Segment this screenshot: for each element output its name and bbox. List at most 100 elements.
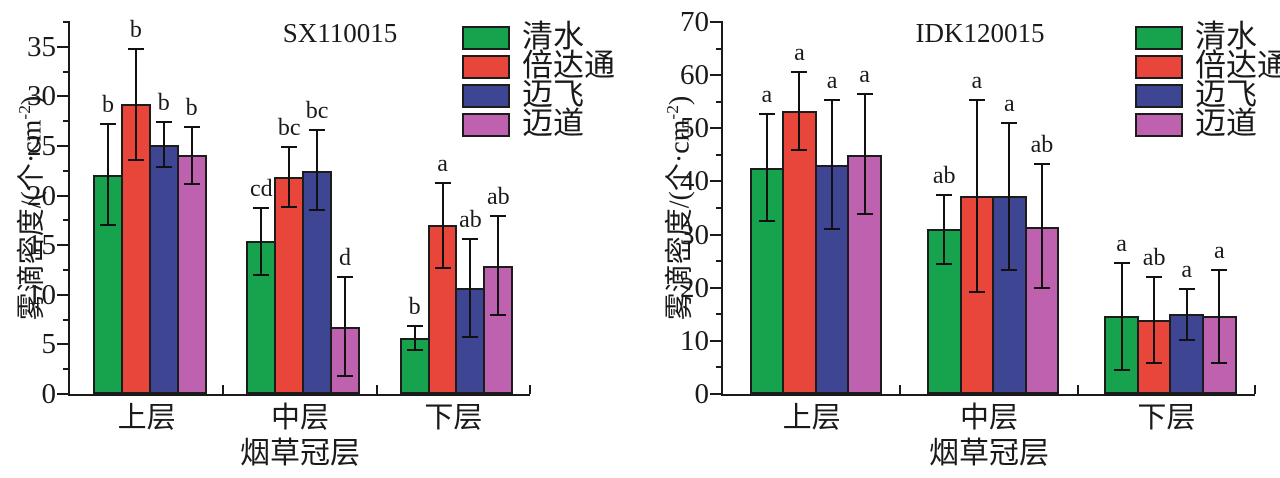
legend-swatch-倍达通: [462, 55, 510, 79]
error-bar-line: [134, 48, 137, 160]
legend-label-清水: 清水: [522, 19, 584, 54]
y-major-tick: [710, 339, 723, 342]
error-bar-cap-bottom: [183, 182, 200, 185]
legend-label-倍达通: 倍达通: [522, 48, 615, 83]
legend-label-迈道: 迈道: [522, 106, 584, 141]
y-minor-tick: [716, 313, 723, 316]
y-major-tick: [710, 286, 723, 289]
legend-label-迈飞: 迈飞: [522, 77, 584, 112]
significance-letter: a: [1213, 238, 1225, 265]
error-bar-cap-top: [936, 193, 953, 196]
error-bar-cap-top: [791, 70, 808, 73]
y-minor-tick: [63, 70, 70, 73]
legend-label-迈道: 迈道: [1195, 106, 1257, 141]
error-bar-cap-top: [155, 121, 172, 124]
error-bar-line: [1040, 163, 1043, 288]
error-bar-line: [497, 216, 500, 315]
error-bar-line: [106, 124, 109, 226]
legend-swatch-清水: [1135, 26, 1183, 50]
legend-swatch-迈道: [1135, 113, 1183, 137]
error-bar-cap-bottom: [406, 349, 423, 352]
error-bar-line: [190, 127, 193, 184]
significance-letter: a: [826, 68, 838, 95]
error-bar-line: [469, 239, 472, 338]
y-minor-tick: [63, 368, 70, 371]
y-major-tick: [57, 194, 70, 197]
significance-letter: ab: [932, 162, 956, 189]
x-end-tick: [529, 385, 531, 394]
error-bar-cap-bottom: [758, 220, 775, 223]
y-minor-tick: [716, 100, 723, 103]
x-category-label: 上层: [117, 402, 176, 434]
y-minor-tick: [716, 153, 723, 156]
y-axis-label-post: ): [16, 95, 48, 106]
y-minor-tick: [63, 120, 70, 123]
error-bar-cap-bottom: [253, 273, 270, 276]
x-end-tick: [1254, 385, 1256, 394]
x-category-label: 中层: [959, 402, 1018, 434]
significance-letter: b: [185, 95, 198, 122]
error-bar-cap-top: [1178, 287, 1195, 290]
significance-letter: bc: [277, 114, 301, 141]
y-major-tick: [57, 293, 70, 296]
error-bar-line: [1218, 270, 1221, 364]
significance-letter: cd: [249, 176, 273, 203]
y-minor-tick: [716, 47, 723, 50]
error-bar-cap-top: [1211, 269, 1228, 272]
x-axis-line: [68, 394, 530, 396]
significance-letter: b: [157, 90, 170, 117]
y-major-tick: [57, 145, 70, 147]
legend-swatch-迈道: [462, 113, 510, 137]
error-bar-line: [765, 114, 768, 222]
error-bar-cap-bottom: [309, 209, 326, 212]
error-bar-line: [975, 100, 978, 292]
error-bar-cap-bottom: [791, 148, 808, 151]
significance-letter: b: [408, 293, 421, 320]
significance-letter: a: [859, 62, 870, 89]
error-bar-cap-bottom: [1146, 362, 1163, 365]
y-axis-label: 雾滴密度/(个·cm-2): [656, 22, 696, 394]
error-bar-cap-bottom: [99, 224, 116, 227]
error-bar-cap-top: [1113, 262, 1130, 265]
error-bar-cap-bottom: [824, 228, 841, 231]
error-bar-cap-bottom: [336, 375, 353, 378]
y-tick-label: 15: [27, 229, 56, 262]
significance-letter: a: [1116, 231, 1127, 258]
x-boundary-tick: [899, 385, 902, 394]
y-tick-label: 30: [27, 80, 56, 113]
y-axis-label-pre: 雾滴密度/(个·cm: [664, 119, 696, 321]
y-major-tick: [57, 95, 70, 98]
x-category-label: 下层: [424, 402, 483, 434]
error-bar-cap-bottom: [490, 313, 507, 316]
y-tick-label: 30: [680, 218, 709, 251]
y-minor-tick: [63, 269, 70, 271]
error-bar-cap-top: [434, 181, 451, 184]
x-category-label: 中层: [270, 402, 329, 434]
error-bar-cap-top: [406, 324, 423, 327]
error-bar-cap-bottom: [281, 205, 298, 208]
legend-swatch-清水: [462, 26, 510, 50]
error-bar-cap-bottom: [434, 267, 451, 270]
y-major-tick: [57, 244, 70, 247]
significance-letter: a: [971, 68, 983, 95]
y-minor-tick: [63, 318, 70, 321]
y-tick-label: 40: [680, 165, 709, 198]
y-tick-label: 0: [41, 378, 57, 410]
y-tick-label: 70: [680, 6, 709, 38]
bar-倍达通-上层: [782, 110, 817, 394]
y-minor-tick: [63, 21, 70, 23]
significance-letter: a: [437, 150, 448, 177]
chart-panel-sx110015: 0 5 10 15 20 25 30 35 b b b b 上层 cd bc bc d 中层 b a ab ab 下层 SX1…: [15, 17, 615, 470]
significance-letter: ab: [459, 207, 482, 234]
bar-迈道-上层: [176, 154, 207, 394]
y-minor-tick: [716, 260, 723, 263]
error-bar-cap-top: [336, 275, 353, 278]
error-bar-cap-top: [1033, 162, 1050, 165]
error-bar-cap-bottom: [462, 336, 479, 339]
y-major-tick: [57, 393, 70, 395]
error-bar-line: [1185, 288, 1188, 340]
chart-title: IDK120015: [915, 18, 1045, 48]
y-axis-line: [68, 22, 70, 396]
error-bar-cap-top: [758, 113, 775, 116]
error-bar-cap-bottom: [968, 290, 985, 293]
